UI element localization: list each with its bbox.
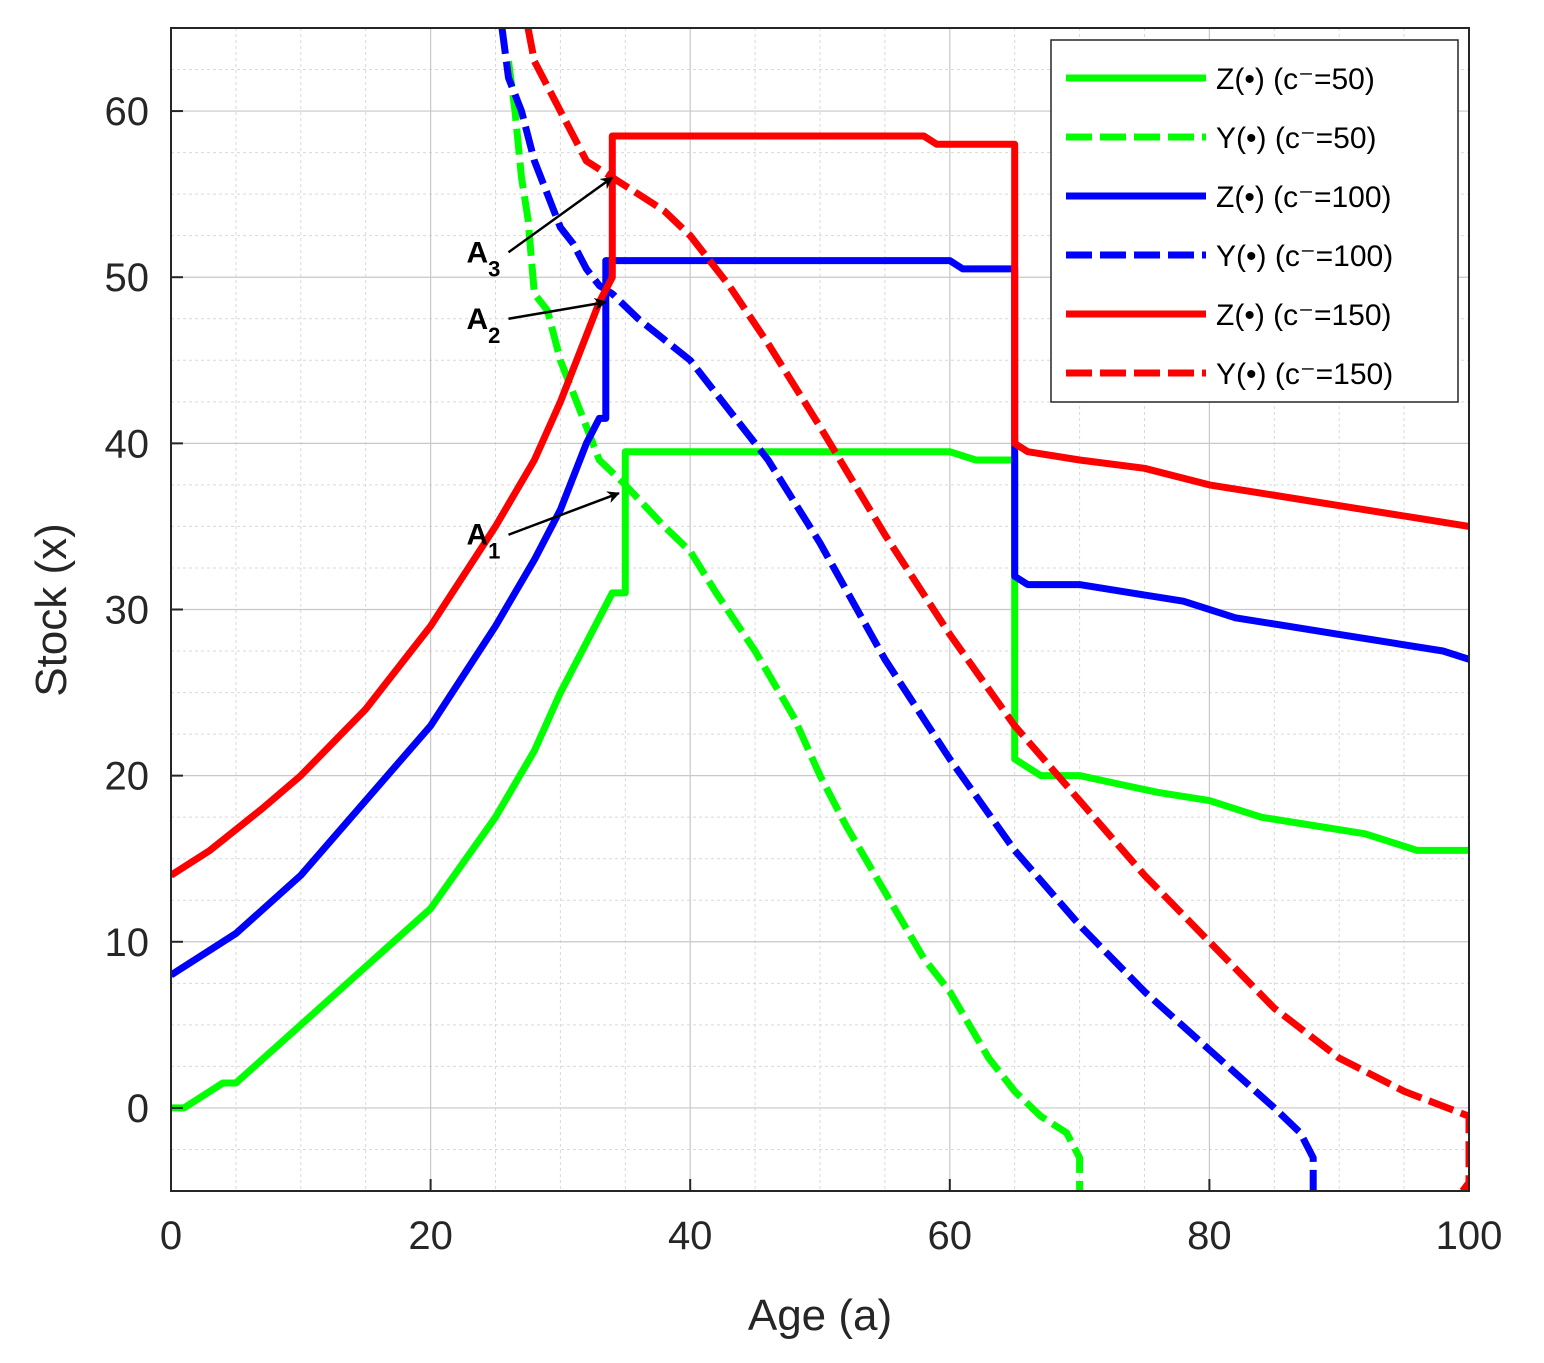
annotation-arrow-A1 xyxy=(508,491,620,536)
annotation-label-A2: A2 xyxy=(466,303,500,348)
legend-label-6: Y(•) (c⁻=150) xyxy=(1216,358,1393,391)
x-tick-label: 100 xyxy=(1436,1214,1503,1258)
y-tick-label: 30 xyxy=(105,589,150,633)
annotation-layer: A3 A2 A1 xyxy=(466,176,620,564)
annotation-label-A1: A1 xyxy=(466,519,500,564)
series-line-4 xyxy=(498,28,1317,1191)
x-tick-label: 60 xyxy=(928,1214,973,1258)
series-line-3 xyxy=(171,257,1469,978)
series-line-2 xyxy=(505,60,1084,1191)
series-layer xyxy=(171,28,1469,1191)
y-tick-label: 40 xyxy=(105,422,150,466)
legend-label-4: Y(•) (c⁻=100) xyxy=(1216,240,1393,273)
y-axis-title: Stock (x) xyxy=(27,523,76,697)
legend-label-2: Y(•) (c⁻=50) xyxy=(1216,122,1377,155)
annotation-label-A3: A3 xyxy=(466,236,500,281)
legend: Z(•) (c⁻=50) Y(•) (c⁻=50) Z(•) (c⁻=100) Y(•… xyxy=(1050,39,1459,403)
legend-label-1: Z(•) (c⁻=50) xyxy=(1216,63,1375,96)
x-tick-label: 20 xyxy=(408,1214,453,1258)
x-tick-label: 0 xyxy=(160,1214,182,1258)
series-line-6 xyxy=(524,28,1469,1191)
tick-layer: 0 20 40 60 80 100 0 10 20 30 40 50 60 xyxy=(105,90,1503,1258)
annotation-arrow-A2 xyxy=(508,297,608,320)
series-line-5 xyxy=(171,132,1469,879)
x-tick-label: 40 xyxy=(668,1214,713,1258)
legend-label-3: Z(•) (c⁻=100) xyxy=(1216,181,1392,214)
y-tick-label: 60 xyxy=(105,90,150,134)
y-tick-label: 0 xyxy=(127,1087,149,1131)
annotation-arrow-A3 xyxy=(507,176,614,254)
y-tick-label: 10 xyxy=(105,921,150,965)
legend-label-5: Z(•) (c⁻=150) xyxy=(1216,299,1392,332)
series-line-1 xyxy=(171,448,1469,1112)
x-tick-label: 80 xyxy=(1187,1214,1232,1258)
y-tick-label: 20 xyxy=(105,755,150,799)
y-tick-label: 50 xyxy=(105,256,150,300)
legend-box xyxy=(1050,39,1459,403)
x-axis-title: Age (a) xyxy=(748,1291,892,1340)
